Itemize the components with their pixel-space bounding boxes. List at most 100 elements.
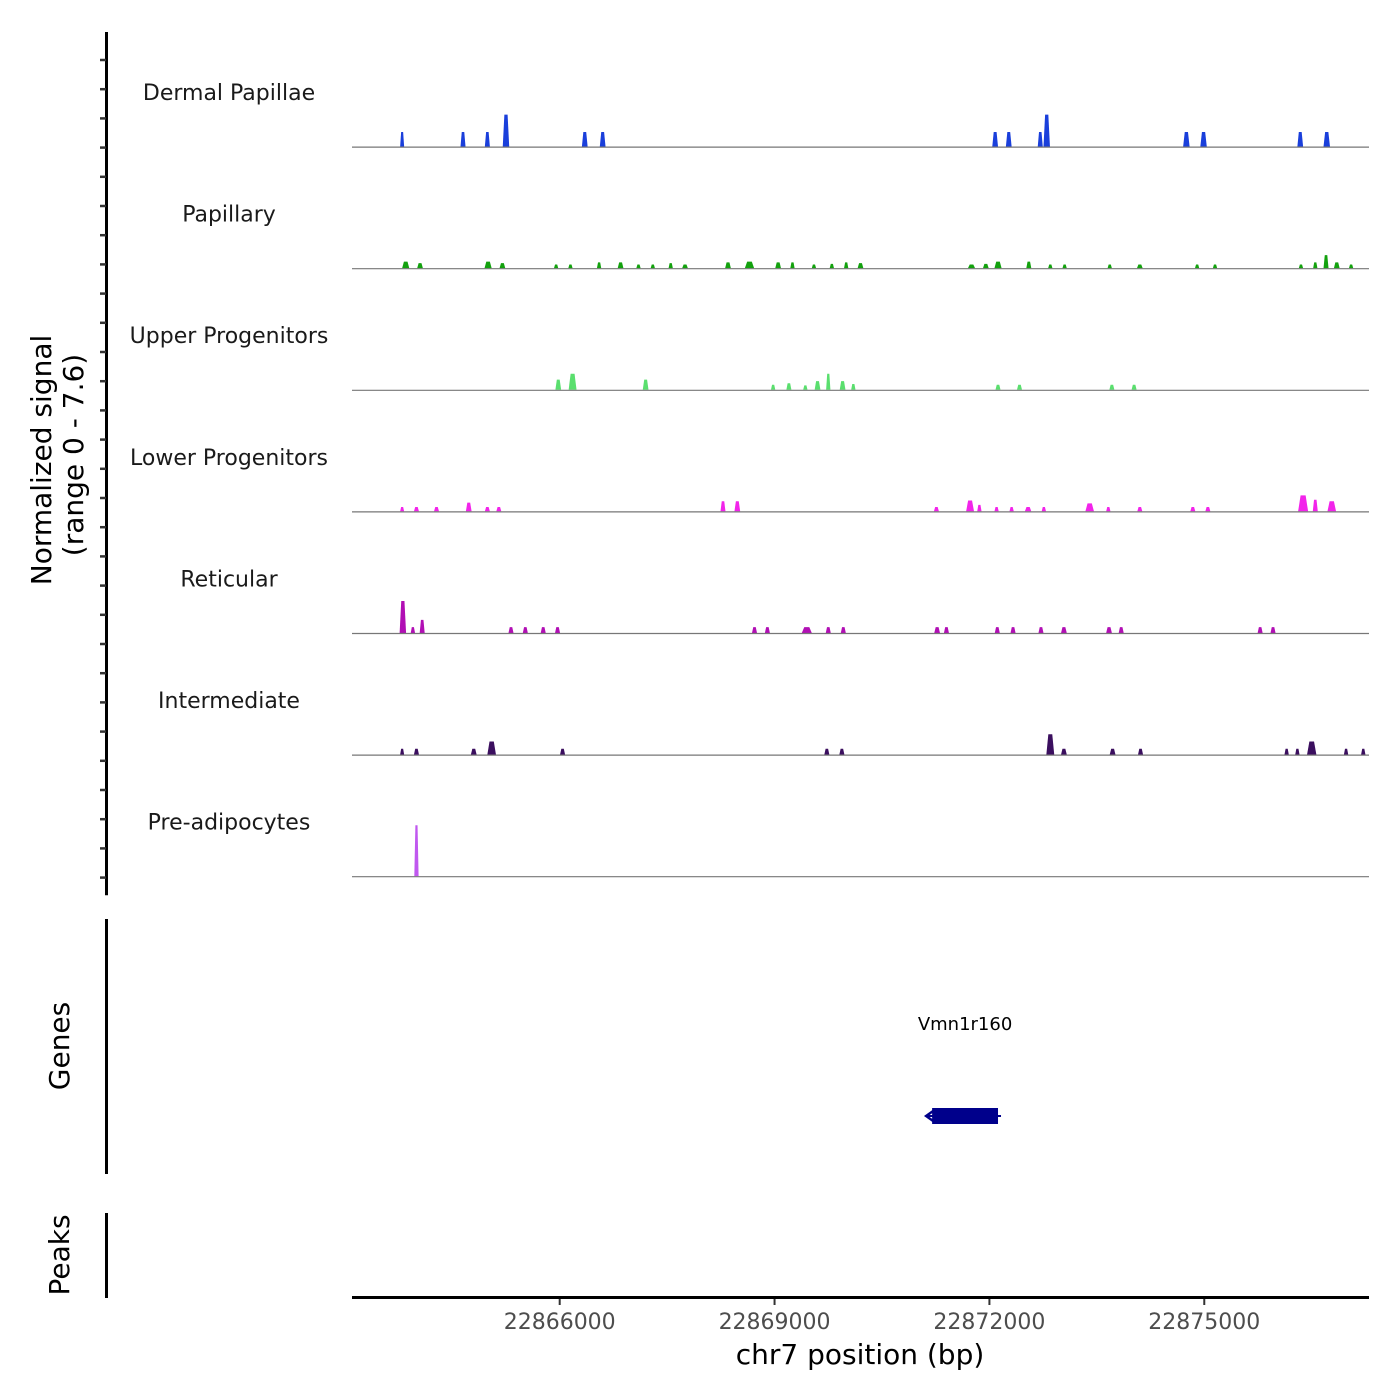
track: Upper Progenitors xyxy=(130,324,1369,391)
signal-peak xyxy=(413,507,419,512)
signal-peak xyxy=(1118,627,1124,633)
signal-peak xyxy=(803,385,808,390)
track: Papillary xyxy=(182,203,1369,270)
position-x-axis-ticks: 22866000 22869000 22872000 22875000 xyxy=(504,1299,1260,1335)
signal-peak xyxy=(1138,748,1144,755)
signal-peak xyxy=(596,262,602,269)
signal-peak xyxy=(568,264,573,269)
signal-peak xyxy=(790,262,795,269)
signal-peak xyxy=(487,741,496,755)
signal-peak xyxy=(1257,627,1263,633)
signal-peak xyxy=(1043,114,1050,147)
track-label: Dermal Papillae xyxy=(143,81,315,106)
signal-peak xyxy=(857,263,864,269)
signal-peak xyxy=(1106,507,1111,512)
signal-peak xyxy=(682,264,688,269)
signal-peak xyxy=(1038,627,1044,633)
signal-peak xyxy=(826,373,831,390)
signal-y-axis-range: (range 0 - 7.6) xyxy=(57,354,90,556)
signal-peak xyxy=(400,507,405,512)
track-label: Papillary xyxy=(182,203,276,228)
signal-peak xyxy=(943,627,949,633)
signal-peak xyxy=(484,507,490,512)
x-axis-tick-label: 22875000 xyxy=(1148,1310,1260,1335)
gene-exon xyxy=(932,1108,999,1124)
signal-peak xyxy=(1298,264,1304,269)
signal-peak xyxy=(770,384,776,390)
signal-peak xyxy=(1131,384,1137,390)
signal-peak xyxy=(734,501,741,512)
signal-peak xyxy=(751,627,758,633)
signal-peak xyxy=(555,627,561,633)
signal-peak xyxy=(977,504,982,512)
signal-peak xyxy=(744,261,755,269)
signal-peak xyxy=(824,748,830,755)
signal-peak xyxy=(1298,495,1309,512)
signal-peak xyxy=(617,262,624,269)
signal-peak xyxy=(1212,264,1218,269)
signal-peak xyxy=(1183,132,1190,147)
signal-peak xyxy=(764,627,770,633)
signal-peak xyxy=(417,263,423,269)
signal-peak xyxy=(636,264,641,269)
signal-peak xyxy=(1026,261,1032,269)
signal-peak xyxy=(599,132,606,147)
signal-peak xyxy=(402,261,410,269)
track: Lower Progenitors xyxy=(130,446,1369,513)
signal-peak xyxy=(967,264,976,269)
signal-peak xyxy=(1016,384,1023,390)
signal-peak xyxy=(1333,262,1340,269)
signal-peak xyxy=(1137,507,1143,512)
track: Pre-adipocytes xyxy=(148,811,1369,878)
signal-peak xyxy=(502,114,510,147)
signal-peak xyxy=(1106,627,1112,633)
signal-peak xyxy=(419,619,425,633)
signal-peak xyxy=(725,262,731,269)
x-axis-tick-label: 22866000 xyxy=(504,1310,616,1335)
signal-peak xyxy=(1327,501,1337,512)
signal-tracks: Dermal Papillae Papillary Upper Progenitor… xyxy=(130,81,1369,878)
signal-peak xyxy=(1313,262,1318,269)
signal-peak xyxy=(1295,748,1300,755)
genes-panel-label: Genes xyxy=(43,1002,76,1090)
peaks-panel-label: Peaks xyxy=(43,1214,76,1295)
signal-peak xyxy=(1024,507,1032,512)
track: Reticular xyxy=(180,567,1369,635)
signal-peak xyxy=(650,264,655,269)
signal-peak xyxy=(496,507,502,512)
signal-peak xyxy=(992,132,999,147)
signal-peak xyxy=(1323,255,1329,269)
signal-peak xyxy=(844,262,849,269)
signal-peak xyxy=(934,627,940,633)
x-axis-tick-label: 22872000 xyxy=(933,1310,1045,1335)
signal-peak xyxy=(786,383,792,390)
signal-peak xyxy=(484,132,490,147)
signal-peak xyxy=(1107,264,1112,269)
signal-peak xyxy=(829,263,835,269)
signal-peak xyxy=(484,261,492,269)
signal-peak xyxy=(775,262,782,269)
signal-peak xyxy=(839,748,845,755)
signal-y-axis xyxy=(100,32,108,896)
signal-peak xyxy=(825,627,831,633)
x-axis-tick-label: 22869000 xyxy=(719,1310,831,1335)
signal-peak xyxy=(811,264,817,269)
signal-peak xyxy=(400,132,405,147)
signal-peak xyxy=(966,500,975,512)
signal-peak xyxy=(1085,503,1094,512)
position-x-axis-title: chr7 position (bp) xyxy=(736,1338,985,1371)
signal-peak xyxy=(814,381,821,390)
signal-peak xyxy=(1048,264,1053,269)
signal-peak xyxy=(1005,132,1012,147)
signal-peak xyxy=(1270,627,1276,633)
signal-peak xyxy=(581,132,588,147)
signal-peak xyxy=(434,507,440,512)
signal-peak xyxy=(1343,748,1349,755)
gene-annotations: Vmn1r160 xyxy=(918,1014,1012,1124)
signal-peak xyxy=(568,373,577,390)
signal-peak xyxy=(560,748,566,755)
track-label: Intermediate xyxy=(158,689,300,714)
signal-peak xyxy=(1323,132,1330,147)
signal-peak xyxy=(1307,741,1317,755)
strand-arrow-icon xyxy=(923,1109,934,1123)
